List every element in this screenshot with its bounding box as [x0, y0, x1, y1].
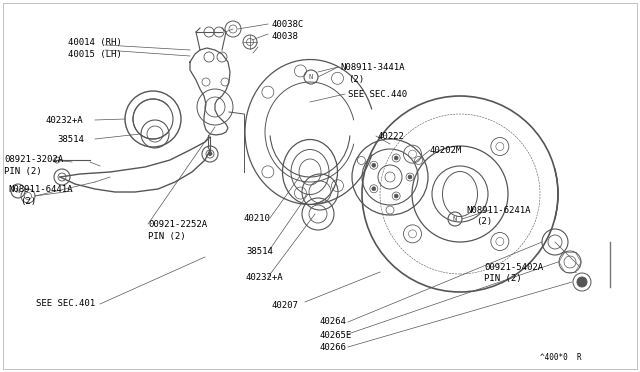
Circle shape	[577, 277, 587, 287]
Circle shape	[394, 194, 398, 198]
Text: PIN (2): PIN (2)	[4, 167, 42, 176]
Text: 38514: 38514	[57, 135, 84, 144]
Circle shape	[394, 156, 398, 160]
Text: SEE SEC.401: SEE SEC.401	[36, 299, 95, 308]
Text: (2): (2)	[348, 74, 364, 83]
Text: ^400*0  R: ^400*0 R	[540, 353, 582, 362]
Text: 40015 (LH): 40015 (LH)	[68, 49, 122, 58]
Text: (2): (2)	[476, 217, 492, 225]
Circle shape	[209, 153, 211, 155]
FancyBboxPatch shape	[3, 3, 637, 369]
Text: (2): (2)	[20, 196, 36, 205]
Text: 40202M: 40202M	[430, 145, 462, 154]
Text: 40207: 40207	[272, 301, 299, 310]
Text: 40222: 40222	[378, 131, 405, 141]
Text: SEE SEC.440: SEE SEC.440	[348, 90, 407, 99]
Text: 40265E: 40265E	[320, 330, 352, 340]
Text: PIN (2): PIN (2)	[148, 231, 186, 241]
Text: PIN (2): PIN (2)	[484, 275, 522, 283]
Text: N: N	[16, 188, 20, 194]
Text: 40014 (RH): 40014 (RH)	[68, 38, 122, 46]
Text: 40264: 40264	[320, 317, 347, 327]
Text: N: N	[453, 216, 457, 222]
Text: 00921-5402A: 00921-5402A	[484, 263, 543, 272]
Text: N: N	[309, 74, 313, 80]
Text: 00921-2252A: 00921-2252A	[148, 219, 207, 228]
Circle shape	[372, 163, 376, 167]
Text: 40038: 40038	[271, 32, 298, 41]
Text: 38514: 38514	[246, 247, 273, 257]
Text: 40266: 40266	[320, 343, 347, 353]
Text: 40232+A: 40232+A	[246, 273, 284, 282]
Text: 40232+A: 40232+A	[46, 115, 84, 125]
Text: 40038C: 40038C	[271, 19, 303, 29]
Text: 08921-3202A: 08921-3202A	[4, 154, 63, 164]
Circle shape	[372, 187, 376, 191]
Text: 40210: 40210	[244, 214, 271, 222]
Text: Ν08911-6241A: Ν08911-6241A	[466, 205, 531, 215]
Text: Ν08911-3441A: Ν08911-3441A	[340, 62, 404, 71]
Text: Ν08911-6441A: Ν08911-6441A	[8, 185, 72, 193]
Circle shape	[408, 175, 412, 179]
